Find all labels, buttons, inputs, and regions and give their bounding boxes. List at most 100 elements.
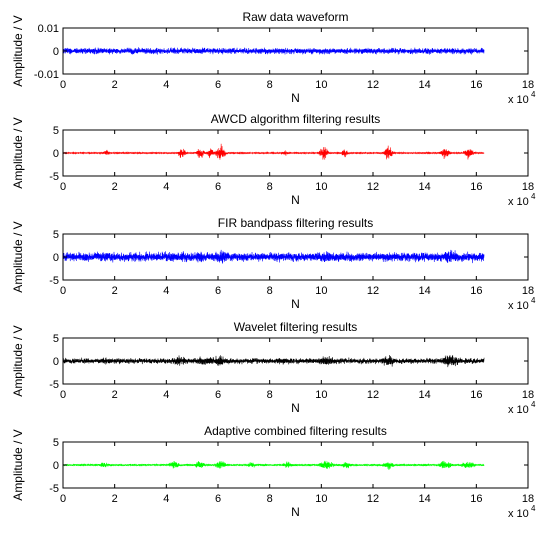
x-tick-label: 2 xyxy=(112,389,118,401)
x-tick-label: 8 xyxy=(267,79,273,91)
y-tick-label: 5 xyxy=(53,437,59,449)
y-tick-label: 5 xyxy=(53,229,59,241)
y-tick-label: 0 xyxy=(53,46,59,58)
x-exponent-power: 4 xyxy=(531,90,536,99)
y-tick-label: 0.01 xyxy=(38,23,59,35)
x-tick-label: 16 xyxy=(470,389,482,401)
y-tick-label: 0 xyxy=(53,460,59,472)
y-axis-label: Amplitude / V xyxy=(11,221,25,292)
x-tick-label: 8 xyxy=(267,285,273,297)
x-tick-label: 14 xyxy=(419,79,431,91)
x-tick-label: 18 xyxy=(522,181,534,193)
x-tick-label: 4 xyxy=(163,389,169,401)
subplot-title: Wavelet filtering results xyxy=(234,320,358,334)
x-exponent: x 10 4 xyxy=(508,400,536,416)
x-exponent-power: 4 xyxy=(531,296,536,305)
subplot-title: AWCD algorithm filtering results xyxy=(211,112,381,126)
y-tick-label: 5 xyxy=(53,125,59,137)
x-tick-label: 14 xyxy=(419,285,431,297)
x-tick-label: 18 xyxy=(522,79,534,91)
series-line xyxy=(63,47,485,55)
x-tick-label: 0 xyxy=(60,493,66,505)
x-exponent: x 10 4 xyxy=(508,296,536,312)
series-line xyxy=(63,249,485,264)
y-tick-label: -5 xyxy=(49,275,59,287)
x-tick-label: 4 xyxy=(163,493,169,505)
x-tick-label: 6 xyxy=(215,79,221,91)
x-tick-label: 14 xyxy=(419,389,431,401)
y-tick-label: 5 xyxy=(53,333,59,345)
x-tick-label: 12 xyxy=(367,493,379,505)
y-tick-label: 0 xyxy=(53,148,59,160)
x-tick-label: 8 xyxy=(267,389,273,401)
x-exponent-power: 4 xyxy=(531,504,536,513)
x-tick-label: 12 xyxy=(367,389,379,401)
x-exponent: x 10 4 xyxy=(508,192,536,208)
x-tick-label: 8 xyxy=(267,493,273,505)
x-tick-label: 10 xyxy=(315,285,327,297)
series-line xyxy=(63,143,485,160)
x-tick-label: 6 xyxy=(215,181,221,193)
x-tick-label: 16 xyxy=(470,285,482,297)
y-tick-label: -0.01 xyxy=(34,69,59,81)
x-exponent-base: x 10 xyxy=(508,300,529,312)
y-tick-label: 0 xyxy=(53,252,59,264)
x-tick-label: 10 xyxy=(315,79,327,91)
x-tick-label: 2 xyxy=(112,79,118,91)
x-axis-label: N xyxy=(291,297,300,311)
x-tick-label: 18 xyxy=(522,389,534,401)
y-axis-label: Amplitude / V xyxy=(11,325,25,396)
x-axis-label: N xyxy=(291,91,300,105)
series-line xyxy=(63,354,485,368)
x-tick-label: 12 xyxy=(367,285,379,297)
x-exponent-base: x 10 xyxy=(508,94,529,106)
y-tick-label: -5 xyxy=(49,171,59,183)
x-tick-label: 12 xyxy=(367,181,379,193)
x-tick-label: 6 xyxy=(215,493,221,505)
x-exponent: x 10 4 xyxy=(508,90,536,106)
x-tick-label: 16 xyxy=(470,493,482,505)
x-exponent: x 10 4 xyxy=(508,504,536,520)
x-exponent-base: x 10 xyxy=(508,508,529,520)
x-tick-label: 4 xyxy=(163,285,169,297)
subplot-5: Adaptive combined filtering results 0 2 4 6 8… xyxy=(11,424,536,520)
x-tick-label: 6 xyxy=(215,285,221,297)
x-tick-label: 0 xyxy=(60,79,66,91)
x-tick-label: 0 xyxy=(60,389,66,401)
x-exponent-base: x 10 xyxy=(508,404,529,416)
x-axis-label: N xyxy=(291,401,300,415)
x-exponent-base: x 10 xyxy=(508,196,529,208)
y-tick-label: -5 xyxy=(49,483,59,495)
x-tick-label: 6 xyxy=(215,389,221,401)
x-tick-label: 0 xyxy=(60,181,66,193)
x-exponent-power: 4 xyxy=(531,192,536,201)
subplot-title: FIR bandpass filtering results xyxy=(218,216,373,230)
x-tick-label: 4 xyxy=(163,181,169,193)
x-tick-label: 8 xyxy=(267,181,273,193)
x-tick-label: 10 xyxy=(315,493,327,505)
x-tick-label: 18 xyxy=(522,493,534,505)
x-exponent-power: 4 xyxy=(531,400,536,409)
x-tick-label: 4 xyxy=(163,79,169,91)
x-tick-label: 0 xyxy=(60,285,66,297)
y-axis-label: Amplitude / V xyxy=(11,117,25,188)
y-axis-label: Amplitude / V xyxy=(11,15,25,86)
subplot-title: Raw data waveform xyxy=(242,10,348,24)
x-tick-label: 16 xyxy=(470,79,482,91)
series-line xyxy=(63,460,485,470)
x-axis-label: N xyxy=(291,193,300,207)
x-axis-label: N xyxy=(291,505,300,519)
x-tick-label: 16 xyxy=(470,181,482,193)
x-tick-label: 10 xyxy=(315,181,327,193)
subplot-2: AWCD algorithm filtering results 0 2 4 6 8 10 1… xyxy=(11,112,536,208)
x-tick-label: 14 xyxy=(419,181,431,193)
subplot-4: Wavelet filtering results 0 2 4 6 8 10 12 14 16 18… xyxy=(11,320,536,416)
y-tick-label: 0 xyxy=(53,356,59,368)
x-tick-label: 12 xyxy=(367,79,379,91)
x-tick-label: 2 xyxy=(112,285,118,297)
subplot-3: FIR bandpass filtering results 0 2 4 6 8 10 12 1… xyxy=(11,216,536,312)
y-tick-label: -5 xyxy=(49,379,59,391)
x-tick-label: 10 xyxy=(315,389,327,401)
